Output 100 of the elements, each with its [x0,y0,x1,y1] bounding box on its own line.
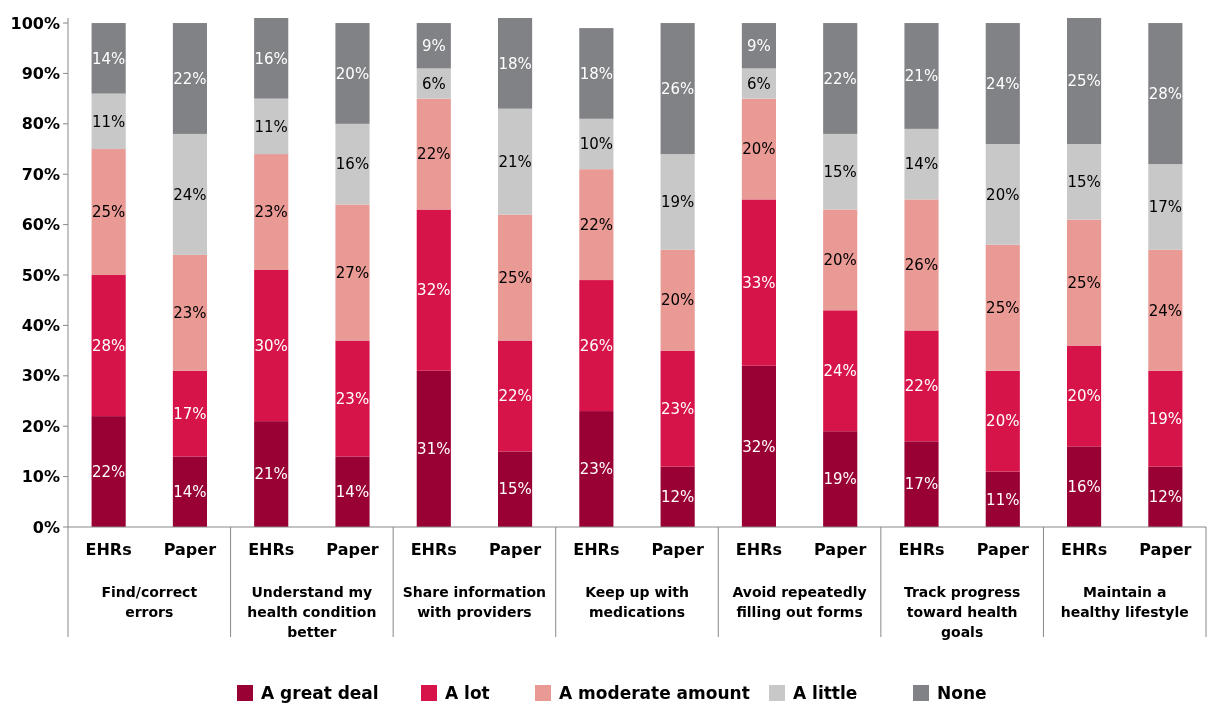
data-label: 24% [986,74,1020,93]
text: Share information with providers [402,584,547,620]
y-tick-label: 90% [21,64,60,84]
x-tick-label: Paper [814,540,867,559]
data-label: 26% [904,256,939,275]
data-label: 31% [417,440,451,459]
data-label: 11% [986,490,1020,509]
data-label: 22% [579,215,614,234]
text: Maintain a healthy lifestyle [1060,584,1189,620]
bar [1067,345,1102,447]
data-label: 18% [498,54,532,73]
data-label: 33% [742,273,776,292]
data-label: 11% [254,117,288,136]
legend-label: A moderate amount [559,682,750,703]
data-label: 19% [1148,409,1183,428]
data-label: 25% [1067,72,1101,91]
bar [416,209,451,371]
bar [904,199,939,331]
bar [91,149,126,276]
bar [335,123,370,205]
data-label: 22% [417,145,451,164]
data-label: 15% [498,480,532,499]
bar [904,330,939,442]
bar [416,98,451,210]
data-label: 32% [742,437,776,456]
data-label: 11% [91,112,126,131]
data-label: 20% [986,185,1020,204]
data-label: 25% [91,203,126,222]
data-label: 20% [823,251,857,270]
data-label: 27% [335,263,370,282]
data-label: 6% [421,74,446,93]
data-label: 20% [742,140,776,159]
data-label: 25% [986,299,1020,318]
bar [498,108,533,215]
bar [1067,219,1102,346]
bar [823,310,858,432]
data-label: 14% [173,482,207,501]
bar [172,370,207,457]
bar [1067,143,1102,220]
data-label: 12% [660,488,695,507]
text: Find/correct errors [101,584,198,620]
data-label: 22% [173,69,207,88]
y-tick-label: 70% [21,164,60,184]
bar [172,254,207,371]
legend-label: A great deal [261,682,379,703]
bar [172,456,207,527]
bar [254,154,289,270]
bar [335,23,370,124]
data-label: 22% [823,69,857,88]
bar [335,340,370,457]
x-tick-label: Paper [976,540,1030,559]
data-label: 15% [1067,173,1101,192]
data-label: 15% [823,162,857,181]
x-tick-label: EHRs [248,540,295,559]
bar [1067,18,1102,144]
data-label: 20% [986,412,1020,431]
bar [741,98,776,200]
bar [498,451,533,527]
bar [985,23,1020,144]
data-label: 22% [498,387,532,406]
bar [985,244,1020,371]
bar [579,411,614,527]
bar [660,23,695,155]
bar [1148,249,1183,371]
data-label: 20% [660,291,695,310]
bar [579,28,614,119]
data-label: 12% [1148,488,1183,507]
data-label: 26% [660,79,695,98]
data-label: 23% [335,389,370,408]
data-label: 18% [579,64,614,83]
y-tick-label: 100% [10,13,60,33]
bar [335,204,370,341]
legend-label: A little [793,682,858,703]
bar [741,365,776,527]
bar [498,340,533,452]
bar [416,370,451,527]
bar [1148,370,1183,467]
x-tick-label: EHRs [898,540,945,559]
bar [904,441,939,527]
text: Avoid repeatedly filling out forms [732,584,867,620]
y-tick-label: 30% [21,366,60,386]
data-label: 9% [421,36,446,55]
data-label: 14% [91,49,126,68]
x-tick-label: Paper [651,540,704,559]
data-label: 26% [579,336,614,355]
legend-label: None [937,682,987,703]
data-label: 23% [579,460,614,479]
x-tick-label: Paper [163,540,217,559]
y-tick-label: 40% [21,316,60,336]
data-label: 21% [904,67,939,86]
x-tick-label: Paper [326,540,379,559]
bar [172,23,207,134]
data-label: 20% [1067,387,1101,406]
data-label: 19% [823,470,857,489]
y-tick-label: 0% [32,517,60,537]
data-label: 16% [335,155,370,174]
bar [498,18,533,109]
x-tick-label: Paper [488,540,542,559]
bar [579,280,614,412]
data-label: 22% [904,377,939,396]
